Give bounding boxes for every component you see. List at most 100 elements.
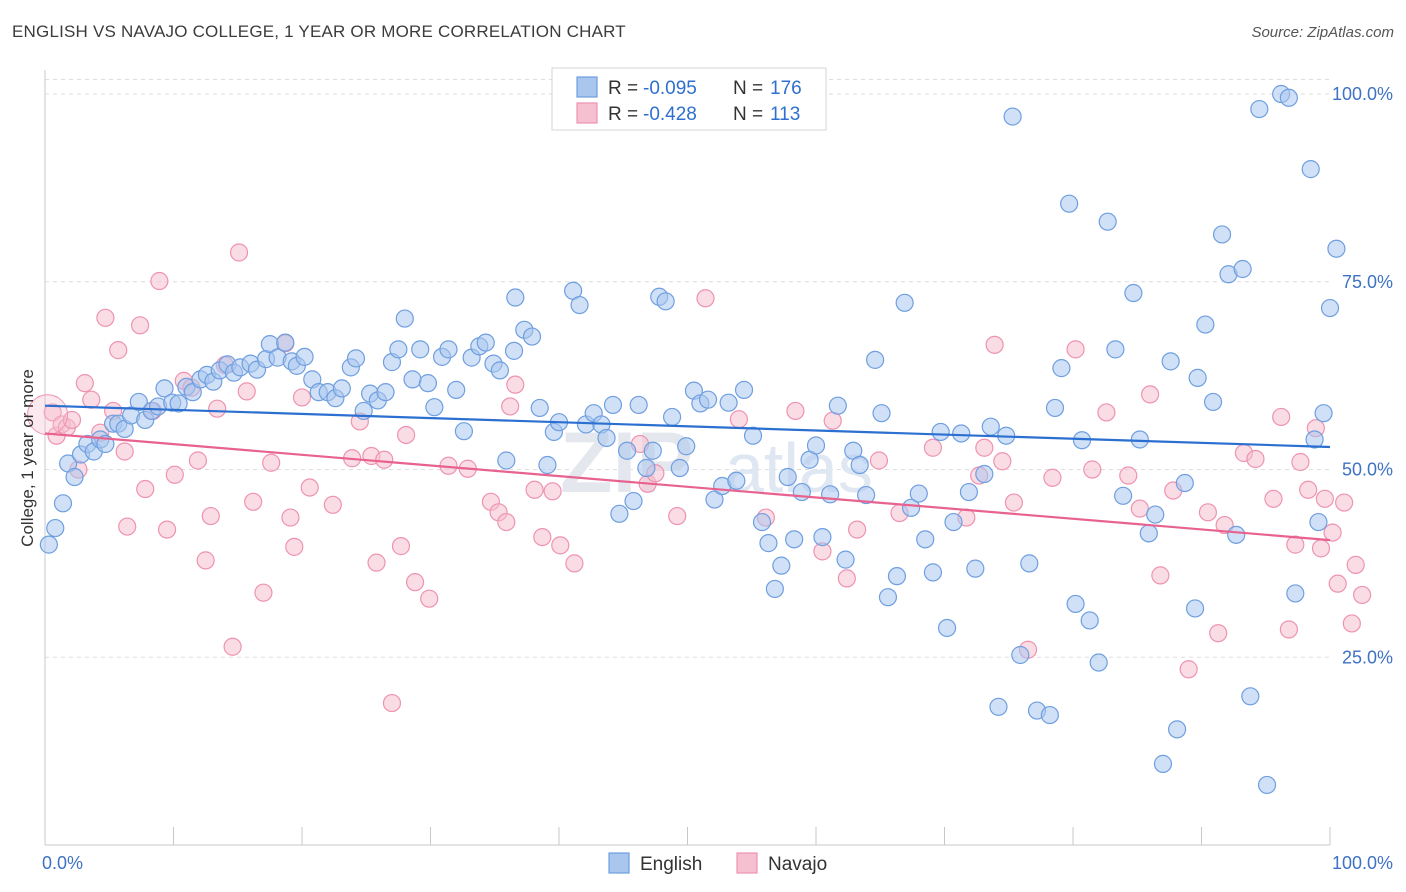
x-tick-label-min: 0.0% [42, 853, 83, 873]
english-point [1106, 340, 1125, 359]
navajo-legend-swatch [576, 102, 598, 124]
english-point [836, 550, 855, 569]
english-point [887, 567, 907, 586]
navajo-point [367, 553, 386, 572]
navajo-point [201, 506, 220, 526]
english-point [792, 482, 811, 502]
english-point [522, 327, 542, 346]
navajo-point [533, 527, 552, 547]
english-point [1060, 194, 1079, 213]
english-point [637, 458, 656, 478]
english-point [169, 394, 188, 413]
navajo-point [1246, 449, 1265, 469]
english-point [411, 340, 430, 359]
english-point [1098, 212, 1117, 231]
english-point [332, 379, 351, 398]
navajo-point [82, 390, 101, 409]
y-tick-label: 75.0% [1342, 272, 1393, 292]
navajo-point [382, 693, 402, 713]
navajo-point [1346, 555, 1365, 574]
english-point [1175, 473, 1194, 493]
english-point [1305, 430, 1324, 449]
bottom-legend-english: English [640, 854, 702, 875]
english-point [878, 588, 898, 607]
y-tick-label: 50.0% [1342, 460, 1393, 480]
english-trend-line [44, 404, 1331, 449]
navajo-point [1323, 523, 1342, 542]
english-point [1196, 315, 1215, 334]
english-point [490, 361, 509, 380]
english-point [727, 471, 746, 490]
english-point [1020, 554, 1039, 573]
navajo-point [229, 243, 249, 262]
english-point [476, 333, 495, 352]
navajo-point [501, 397, 520, 416]
english-point [1257, 775, 1277, 795]
english-point [719, 393, 738, 412]
english-point [618, 441, 637, 460]
english-point [395, 309, 414, 328]
navajo-point [1286, 535, 1305, 554]
english-point [895, 293, 914, 312]
navajo-point [993, 452, 1012, 471]
navajo-point [786, 401, 805, 421]
legend-n-value-english: 176 [770, 78, 802, 99]
english-point [1314, 404, 1333, 423]
navajo-point [1353, 585, 1372, 605]
english-point [1309, 512, 1328, 532]
english-point [53, 494, 73, 513]
navajo-point [96, 308, 115, 327]
english-point [155, 379, 174, 398]
english-point [504, 341, 524, 360]
navajo-point [188, 451, 208, 470]
navajo-point [923, 438, 943, 457]
english-point [376, 383, 395, 402]
navajo-point [262, 453, 281, 472]
navajo-point [1299, 480, 1318, 499]
navajo-trend-line [44, 432, 1331, 542]
english-point [454, 422, 474, 441]
english-point [1011, 645, 1030, 665]
english-points [39, 84, 1346, 795]
english-point [778, 467, 797, 487]
navajo-point [1179, 660, 1198, 679]
english-point [403, 370, 422, 389]
english-point [975, 464, 994, 484]
english-point [872, 404, 891, 423]
english-point [923, 563, 943, 582]
english-point [1114, 486, 1133, 505]
navajo-point [223, 637, 242, 656]
english-point [785, 530, 804, 549]
navajo-point [1151, 566, 1170, 585]
navajo-point [1342, 614, 1361, 633]
navajo-point [136, 479, 155, 499]
navajo-point [375, 450, 394, 469]
legend-n-label-english: N = [733, 78, 763, 99]
navajo-point [696, 289, 715, 308]
navajo-points [27, 243, 1372, 713]
english-point [1139, 524, 1158, 543]
english-point [916, 530, 935, 549]
navajo-point [391, 537, 411, 556]
english-point [677, 437, 696, 456]
english-point [1124, 283, 1143, 303]
english-point [966, 559, 985, 578]
english-point [1250, 99, 1269, 119]
bottom-legend-english-swatch [608, 852, 630, 874]
english-point [1241, 687, 1260, 706]
english-point [389, 340, 408, 359]
english-point [629, 395, 648, 415]
english-point [1233, 259, 1252, 279]
english-point [806, 436, 826, 455]
navajo-point [543, 482, 562, 501]
english-point [624, 491, 643, 511]
english-point [952, 424, 971, 443]
english-point [1167, 720, 1187, 739]
english-point [1146, 505, 1165, 524]
bottom-legend: English Navajo [608, 852, 827, 875]
source-label: Source: ZipAtlas.com [1251, 24, 1394, 41]
navajo-point [1043, 468, 1062, 487]
english-point [931, 422, 950, 442]
legend-r-label-navajo: R = [608, 104, 638, 125]
english-point [1052, 359, 1071, 378]
